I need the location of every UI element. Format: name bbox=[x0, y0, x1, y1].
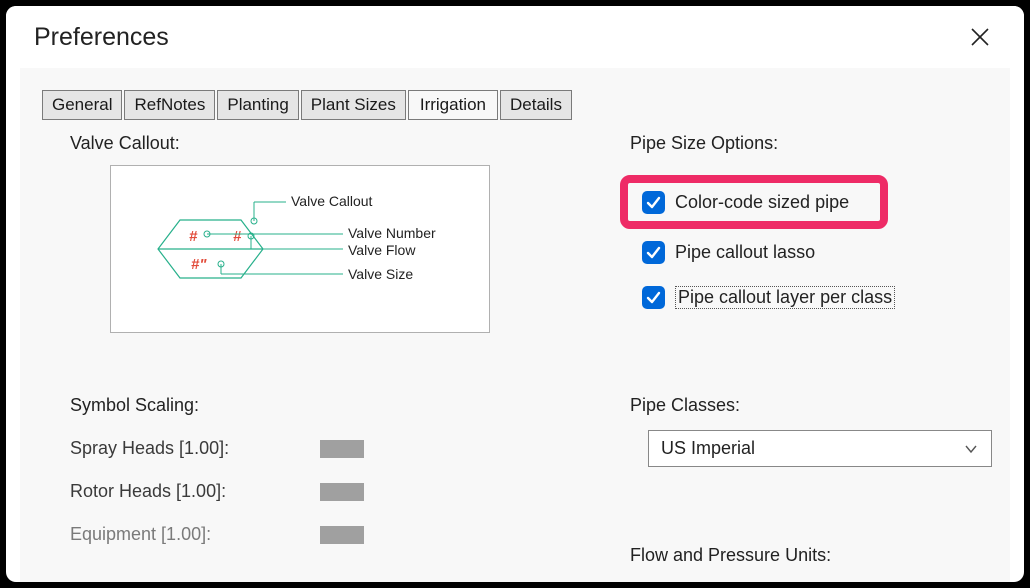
symbol-scaling-section: Symbol Scaling: Spray Heads [1.00]: Roto… bbox=[70, 395, 550, 545]
checkbox-label-layer-per-class: Pipe callout layer per class bbox=[675, 286, 895, 309]
tab-details[interactable]: Details bbox=[500, 90, 572, 120]
tab-plant-sizes[interactable]: Plant Sizes bbox=[301, 90, 406, 120]
content-area: General RefNotes Planting Plant Sizes Ir… bbox=[20, 68, 1010, 582]
flow-pressure-label: Flow and Pressure Units: bbox=[630, 545, 831, 566]
symbol-scaling-label: Symbol Scaling: bbox=[70, 395, 550, 416]
check-icon bbox=[646, 195, 661, 210]
checkbox-label-pipe-lasso: Pipe callout lasso bbox=[675, 242, 815, 263]
diagram-label-valve-flow: Valve Flow bbox=[348, 242, 415, 258]
titlebar: Preferences bbox=[6, 6, 1024, 68]
checkbox-pipe-lasso[interactable]: Pipe callout lasso bbox=[642, 241, 815, 264]
checkbox-layer-per-class[interactable]: Pipe callout layer per class bbox=[642, 286, 895, 309]
pipe-classes-dropdown[interactable]: US Imperial bbox=[648, 430, 992, 467]
close-icon[interactable] bbox=[964, 21, 996, 53]
tab-general[interactable]: General bbox=[42, 90, 122, 120]
checkbox-color-code[interactable]: Color-code sized pipe bbox=[642, 191, 849, 214]
tab-refnotes[interactable]: RefNotes bbox=[124, 90, 215, 120]
pipe-size-options-section: Pipe Size Options: bbox=[630, 133, 990, 154]
diagram-label-valve-callout: Valve Callout bbox=[291, 193, 372, 209]
pipe-size-options-label: Pipe Size Options: bbox=[630, 133, 990, 154]
scaling-label-rotor: Rotor Heads [1.00]: bbox=[70, 481, 320, 502]
preferences-window: Preferences General RefNotes Planting Pl… bbox=[6, 6, 1024, 582]
window-title: Preferences bbox=[34, 23, 169, 52]
pipe-classes-label: Pipe Classes: bbox=[630, 395, 990, 416]
diagram-label-valve-size: Valve Size bbox=[348, 266, 413, 282]
tab-planting[interactable]: Planting bbox=[217, 90, 298, 120]
pipe-classes-selected: US Imperial bbox=[661, 438, 755, 459]
scaling-row-equipment: Equipment [1.00]: bbox=[70, 524, 550, 545]
scaling-row-spray: Spray Heads [1.00]: bbox=[70, 438, 550, 459]
svg-text:#: # bbox=[233, 228, 242, 245]
check-icon bbox=[646, 245, 661, 260]
tab-irrigation[interactable]: Irrigation bbox=[408, 90, 498, 120]
checkbox-box-pipe-lasso[interactable] bbox=[642, 241, 665, 264]
scaling-input-equipment[interactable] bbox=[320, 526, 364, 544]
scaling-label-spray: Spray Heads [1.00]: bbox=[70, 438, 320, 459]
chevron-down-icon bbox=[963, 441, 979, 457]
checkbox-label-color-code: Color-code sized pipe bbox=[675, 192, 849, 213]
scaling-input-rotor[interactable] bbox=[320, 483, 364, 501]
svg-text:#: # bbox=[189, 228, 198, 245]
valve-callout-diagram[interactable]: # # #" Valve Callout bbox=[110, 165, 490, 333]
checkbox-box-layer-per-class[interactable] bbox=[642, 286, 665, 309]
valve-callout-label: Valve Callout: bbox=[70, 133, 180, 154]
scaling-input-spray[interactable] bbox=[320, 440, 364, 458]
scaling-row-rotor: Rotor Heads [1.00]: bbox=[70, 481, 550, 502]
checkbox-box-color-code[interactable] bbox=[642, 191, 665, 214]
scaling-label-equipment: Equipment [1.00]: bbox=[70, 524, 320, 545]
tabs: General RefNotes Planting Plant Sizes Ir… bbox=[20, 90, 1010, 120]
check-icon bbox=[646, 290, 661, 305]
diagram-label-valve-number: Valve Number bbox=[348, 225, 436, 241]
svg-text:#": #" bbox=[191, 256, 207, 273]
